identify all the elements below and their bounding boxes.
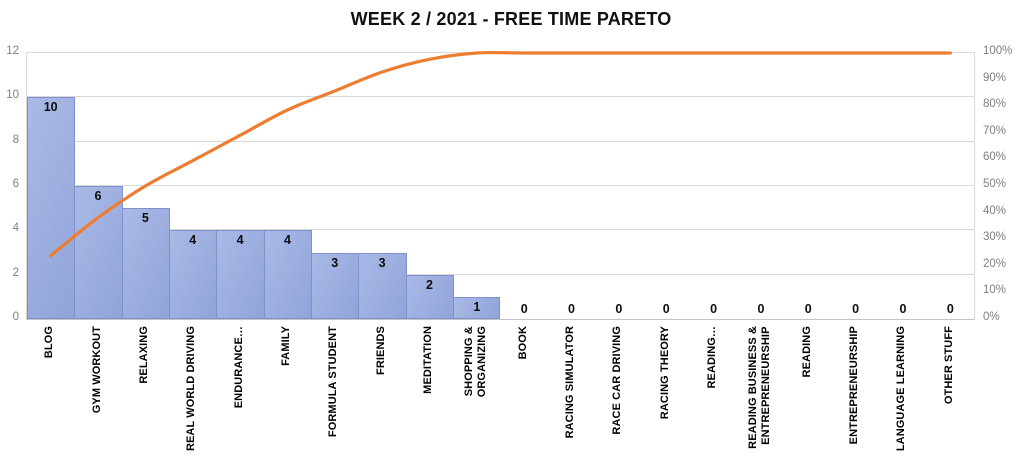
category-label-text: ENTREPRENEURSHIP (848, 326, 861, 445)
category-label-text: RACE CAR DRIVING (611, 326, 624, 435)
right-axis-tick: 60% (983, 151, 1007, 164)
bar-value-label: 5 (141, 211, 149, 226)
bar-value-label: 2 (425, 277, 433, 292)
cumulative-line-path (49, 50, 952, 258)
bar-value-label: 0 (662, 302, 670, 316)
category-label-text: RELAXING (137, 326, 150, 384)
category-label-text: OTHER STUFF (942, 326, 955, 405)
bar-value-label: 0 (946, 302, 954, 316)
bar-value-label: 3 (378, 255, 386, 270)
cumulative-line (49, 50, 952, 258)
bar-value-label: 0 (804, 302, 812, 316)
right-axis-tick: 90% (983, 71, 1007, 84)
right-axis-tick: 50% (983, 178, 1007, 190)
bar-value-label: 6 (94, 189, 102, 203)
bar (311, 252, 360, 319)
category-label: SHOPPING & ORGANIZING (452, 326, 499, 474)
bar-value-label: 4 (189, 233, 197, 248)
category-label-text: FORMULA STUDENT (327, 326, 340, 438)
bar (358, 252, 407, 319)
bar-value-label: 4 (236, 233, 244, 248)
category-label-text: READING BUSINESS & ENTREPRENEURSHIP (746, 326, 772, 449)
category-label: FORMULA STUDENT (310, 326, 357, 474)
category-axis: BLOG GYM WORKOUT RELAXING REAL WORLD DRIVIN… (26, 326, 973, 474)
category-label-text: MEDITATION (421, 326, 434, 394)
category-label-text: BLOG (43, 326, 56, 359)
category-label: ENTREPRENEURSHIP (831, 326, 878, 474)
plot-area: 10 6 5 4 4 4 3 3 2 1 0 0 0 0 0 0 0 0 0 0 (26, 50, 975, 320)
category-label: BLOG (26, 326, 73, 474)
bar-value-label: 4 (283, 233, 291, 248)
right-axis-tick: 20% (983, 257, 1007, 270)
category-label-text: BOOK (516, 326, 529, 360)
category-label: OTHER STUFF (926, 326, 973, 474)
category-label: RACING SIMULATOR (547, 326, 594, 474)
bar (121, 208, 171, 319)
left-axis-tick: 0 (12, 311, 19, 323)
gridline (27, 273, 974, 275)
bar-value-label: 0 (852, 302, 860, 316)
bar-value-label: 10 (43, 100, 58, 115)
gridline (27, 229, 974, 231)
category-label-text: GYM WORKOUT (90, 326, 103, 414)
category-label-text: LANGUAGE LEARNING (895, 326, 908, 452)
category-label: LANGUAGE LEARNING (878, 326, 925, 474)
category-label: RACE CAR DRIVING (594, 326, 641, 474)
category-label: RACING THEORY (642, 326, 689, 474)
category-label: BOOK (500, 326, 547, 474)
chart-title: WEEK 2 / 2021 - FREE TIME PARETO (350, 9, 672, 29)
left-axis-tick: 6 (12, 178, 19, 190)
bar (216, 230, 265, 319)
category-label: REAL WORLD DRIVING (168, 326, 215, 474)
bar-value-label: 1 (473, 299, 481, 314)
right-axis-tick: 30% (983, 231, 1007, 244)
left-axis-tick: 10 (6, 89, 19, 102)
bar (74, 186, 123, 319)
category-label-text: SHOPPING & ORGANIZING (462, 326, 488, 398)
category-label-text: READING… (706, 326, 719, 389)
category-label: READING (784, 326, 831, 474)
left-axis-tick: 12 (6, 45, 19, 57)
category-label: RELAXING (121, 326, 168, 474)
category-label-text: FRIENDS (374, 326, 387, 375)
left-axis-tick: 2 (12, 266, 19, 279)
right-axis-tick: 0% (983, 311, 1000, 323)
bar (405, 274, 455, 319)
right-axis-tick: 40% (983, 204, 1007, 217)
bar-value-label: 0 (568, 302, 575, 316)
right-axis-tick: 70% (983, 124, 1007, 137)
left-axis-tick: 8 (12, 133, 19, 146)
category-label-text: FAMILY (279, 326, 292, 366)
bar-value-label: 0 (757, 302, 765, 316)
category-label: READING BUSINESS & ENTREPRENEURSHIP (736, 326, 783, 474)
bar-value-label: 0 (710, 302, 718, 316)
category-label-text: ENDURANCE… (232, 326, 245, 409)
category-label-text: RACING SIMULATOR (564, 326, 577, 439)
gridline (27, 185, 974, 186)
category-label: ENDURANCE… (215, 326, 262, 474)
bar-value-label: 3 (331, 255, 339, 270)
bar (453, 296, 501, 319)
category-label: READING… (689, 326, 736, 474)
category-label-text: READING (800, 326, 813, 378)
category-label: MEDITATION (405, 326, 452, 474)
category-label-text: REAL WORLD DRIVING (185, 326, 198, 452)
right-axis-tick: 100% (983, 45, 1013, 57)
bar-value-label: 0 (520, 302, 528, 316)
bar-value-label: 0 (899, 302, 907, 316)
right-axis-tick: 80% (983, 98, 1007, 111)
right-axis-tick: 10% (983, 284, 1007, 297)
category-label-text: RACING THEORY (658, 326, 671, 420)
category-label: GYM WORKOUT (73, 326, 120, 474)
bar-value-label: 0 (615, 302, 623, 316)
bar (169, 230, 218, 319)
gridline (27, 140, 974, 142)
gridline (27, 96, 974, 98)
left-axis-tick: 4 (12, 222, 19, 235)
category-label: FAMILY (263, 326, 310, 474)
category-label: FRIENDS (357, 326, 404, 474)
